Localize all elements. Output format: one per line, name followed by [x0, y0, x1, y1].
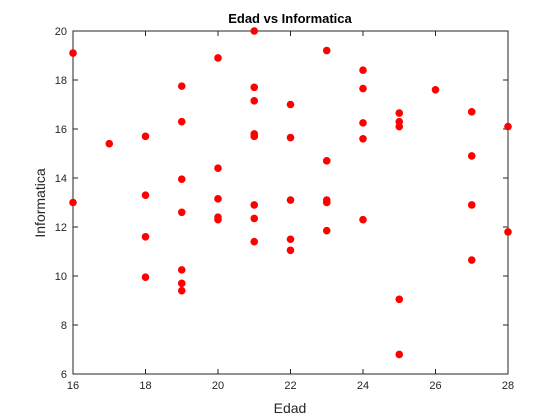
y-tick-label: 6 — [61, 369, 67, 381]
data-point — [504, 228, 512, 236]
data-point — [359, 66, 367, 74]
data-point — [395, 122, 404, 131]
x-tick-label: 24 — [357, 380, 369, 392]
data-point — [395, 295, 404, 304]
data-point — [467, 108, 476, 116]
x-tick-label: 20 — [212, 380, 224, 392]
data-point — [214, 215, 222, 224]
data-point — [177, 175, 186, 184]
data-point — [141, 132, 150, 141]
data-point — [467, 201, 476, 209]
y-tick-label: 20 — [55, 26, 67, 38]
data-point — [177, 279, 186, 288]
data-point — [250, 83, 259, 92]
data-point — [359, 215, 367, 224]
data-point — [250, 27, 259, 35]
data-point — [141, 233, 150, 241]
chart-title: Edad vs Informatica — [228, 11, 352, 26]
data-point — [250, 237, 259, 246]
data-point — [69, 198, 77, 207]
data-point — [250, 214, 259, 223]
data-point — [214, 195, 222, 203]
data-point — [322, 226, 331, 235]
x-tick-label: 28 — [502, 380, 514, 392]
data-point — [214, 54, 222, 62]
data-point — [177, 286, 186, 295]
data-point — [250, 201, 259, 209]
data-point — [322, 198, 331, 207]
data-point — [359, 135, 367, 143]
data-point — [250, 97, 259, 105]
data-point — [177, 82, 186, 90]
data-point — [467, 152, 476, 160]
data-points — [69, 27, 512, 359]
data-point — [177, 208, 186, 217]
x-tick-label: 22 — [284, 380, 296, 392]
data-point — [177, 117, 186, 126]
y-axis-label: Informatica — [32, 168, 48, 237]
data-point — [395, 350, 404, 359]
data-point — [467, 256, 476, 264]
data-point — [431, 86, 440, 94]
x-tick-label: 18 — [139, 380, 151, 392]
data-point — [141, 273, 150, 282]
data-point — [359, 119, 367, 127]
data-point — [250, 132, 259, 141]
ticks: 16 18 20 22 24 26 28 6 8 10 12 14 16 18 20 — [55, 26, 514, 392]
data-point — [177, 266, 186, 274]
y-tick-label: 18 — [55, 75, 67, 87]
y-tick-label: 14 — [55, 173, 67, 185]
data-point — [322, 46, 331, 55]
data-point — [395, 109, 404, 117]
data-point — [69, 49, 77, 57]
data-point — [504, 122, 512, 131]
x-axis-label: Edad — [274, 400, 307, 416]
data-point — [322, 157, 331, 165]
data-point — [286, 133, 295, 142]
x-tick-label: 16 — [67, 380, 79, 392]
data-point — [214, 164, 222, 172]
data-point — [286, 100, 295, 109]
y-tick-label: 12 — [55, 222, 67, 234]
data-point — [286, 196, 295, 204]
data-point — [105, 139, 114, 148]
x-tick-label: 26 — [429, 380, 441, 392]
data-point — [286, 246, 295, 255]
data-point — [359, 84, 367, 93]
y-tick-label: 16 — [55, 124, 67, 136]
y-tick-label: 10 — [55, 271, 67, 283]
data-point — [286, 235, 295, 244]
y-tick-label: 8 — [61, 320, 67, 332]
data-point — [141, 191, 150, 199]
